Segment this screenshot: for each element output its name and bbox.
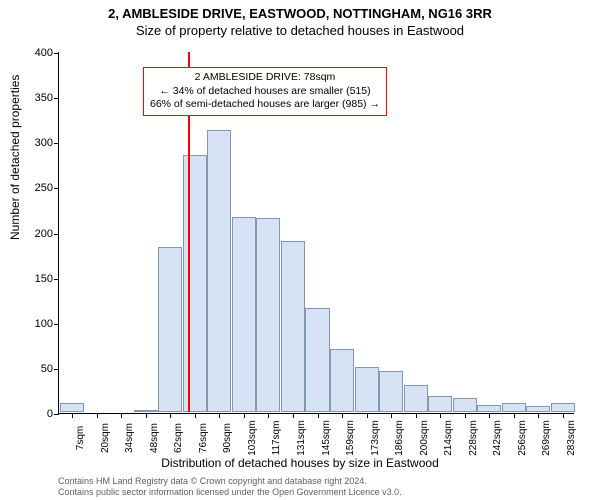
x-tick-label: 242sqm bbox=[492, 420, 503, 456]
y-tick-label: 0 bbox=[19, 408, 53, 420]
x-tick-label: 159sqm bbox=[345, 420, 356, 456]
histogram-bar bbox=[502, 403, 526, 412]
x-tick-mark bbox=[72, 413, 73, 418]
x-tick-mark bbox=[342, 413, 343, 418]
histogram-bar bbox=[60, 403, 84, 412]
histogram-bar bbox=[526, 406, 550, 412]
x-tick-mark bbox=[195, 413, 196, 418]
x-tick-label: 145sqm bbox=[321, 420, 332, 456]
x-tick-label: 34sqm bbox=[124, 423, 135, 453]
y-tick-label: 350 bbox=[19, 92, 53, 104]
x-tick-mark bbox=[416, 413, 417, 418]
x-tick-mark bbox=[293, 413, 294, 418]
histogram-bar bbox=[453, 398, 477, 412]
histogram-bar bbox=[428, 396, 452, 412]
x-tick-label: 256sqm bbox=[517, 420, 528, 456]
y-tick-mark bbox=[54, 279, 59, 280]
x-tick-label: 20sqm bbox=[100, 423, 111, 453]
histogram-bar bbox=[355, 367, 379, 412]
x-tick-label: 7sqm bbox=[75, 426, 86, 450]
x-tick-mark bbox=[318, 413, 319, 418]
y-tick-mark bbox=[54, 188, 59, 189]
x-tick-label: 76sqm bbox=[198, 423, 209, 453]
x-tick-label: 173sqm bbox=[370, 420, 381, 456]
histogram-chart: 0501001502002503003504007sqm20sqm34sqm48… bbox=[58, 52, 574, 414]
histogram-bar bbox=[183, 155, 207, 412]
x-tick-label: 117sqm bbox=[271, 421, 282, 456]
y-tick-mark bbox=[54, 369, 59, 370]
x-tick-mark bbox=[170, 413, 171, 418]
x-tick-mark bbox=[391, 413, 392, 418]
y-tick-label: 250 bbox=[19, 182, 53, 194]
x-tick-label: 228sqm bbox=[468, 420, 479, 456]
histogram-bar bbox=[305, 308, 329, 412]
x-tick-label: 62sqm bbox=[173, 423, 184, 453]
x-tick-mark bbox=[121, 413, 122, 418]
x-tick-mark bbox=[97, 413, 98, 418]
x-tick-label: 186sqm bbox=[394, 420, 405, 456]
y-tick-label: 200 bbox=[19, 228, 53, 240]
x-tick-label: 269sqm bbox=[541, 420, 552, 456]
x-tick-mark bbox=[367, 413, 368, 418]
x-tick-label: 48sqm bbox=[149, 423, 160, 453]
x-tick-label: 131sqm bbox=[296, 420, 307, 456]
footer-line-2: Contains public sector information licen… bbox=[58, 487, 402, 498]
x-axis-label: Distribution of detached houses by size … bbox=[0, 456, 600, 470]
annotation-line-3: 66% of semi-detached houses are larger (… bbox=[150, 98, 380, 112]
footer-attribution: Contains HM Land Registry data © Crown c… bbox=[58, 476, 402, 499]
x-tick-label: 103sqm bbox=[247, 420, 258, 456]
x-tick-mark bbox=[146, 413, 147, 418]
histogram-bar bbox=[256, 218, 280, 412]
x-tick-mark bbox=[268, 413, 269, 418]
annotation-line-2: ← 34% of detached houses are smaller (51… bbox=[150, 85, 380, 99]
histogram-bar bbox=[330, 349, 354, 412]
histogram-bar bbox=[404, 385, 428, 412]
y-tick-label: 150 bbox=[19, 273, 53, 285]
y-tick-mark bbox=[54, 53, 59, 54]
x-tick-mark bbox=[219, 413, 220, 418]
x-tick-mark bbox=[563, 413, 564, 418]
histogram-bar bbox=[281, 241, 305, 412]
plot-area: 0501001502002503003504007sqm20sqm34sqm48… bbox=[58, 52, 574, 414]
x-tick-label: 90sqm bbox=[222, 423, 233, 453]
histogram-bar bbox=[379, 371, 403, 412]
histogram-bar bbox=[158, 247, 182, 412]
y-tick-label: 400 bbox=[19, 47, 53, 59]
annotation-line-1: 2 AMBLESIDE DRIVE: 78sqm bbox=[150, 71, 380, 85]
x-tick-mark bbox=[244, 413, 245, 418]
histogram-bar bbox=[134, 410, 158, 412]
y-tick-mark bbox=[54, 324, 59, 325]
y-tick-mark bbox=[54, 414, 59, 415]
histogram-bar bbox=[207, 130, 231, 412]
x-tick-mark bbox=[465, 413, 466, 418]
y-tick-mark bbox=[54, 143, 59, 144]
x-tick-label: 283sqm bbox=[566, 420, 577, 456]
y-tick-label: 50 bbox=[19, 363, 53, 375]
x-tick-label: 200sqm bbox=[419, 420, 430, 456]
annotation-box: 2 AMBLESIDE DRIVE: 78sqm← 34% of detache… bbox=[143, 67, 387, 116]
x-tick-mark bbox=[514, 413, 515, 418]
histogram-bar bbox=[551, 403, 575, 412]
y-tick-mark bbox=[54, 98, 59, 99]
y-tick-label: 100 bbox=[19, 318, 53, 330]
histogram-bar bbox=[477, 405, 501, 412]
page-title: 2, AMBLESIDE DRIVE, EASTWOOD, NOTTINGHAM… bbox=[0, 0, 600, 23]
y-tick-mark bbox=[54, 234, 59, 235]
x-tick-mark bbox=[538, 413, 539, 418]
x-tick-mark bbox=[440, 413, 441, 418]
footer-line-1: Contains HM Land Registry data © Crown c… bbox=[58, 476, 402, 487]
histogram-bar bbox=[232, 217, 256, 412]
x-tick-label: 214sqm bbox=[443, 420, 454, 456]
page-subtitle: Size of property relative to detached ho… bbox=[0, 23, 600, 40]
x-tick-mark bbox=[489, 413, 490, 418]
y-tick-label: 300 bbox=[19, 137, 53, 149]
